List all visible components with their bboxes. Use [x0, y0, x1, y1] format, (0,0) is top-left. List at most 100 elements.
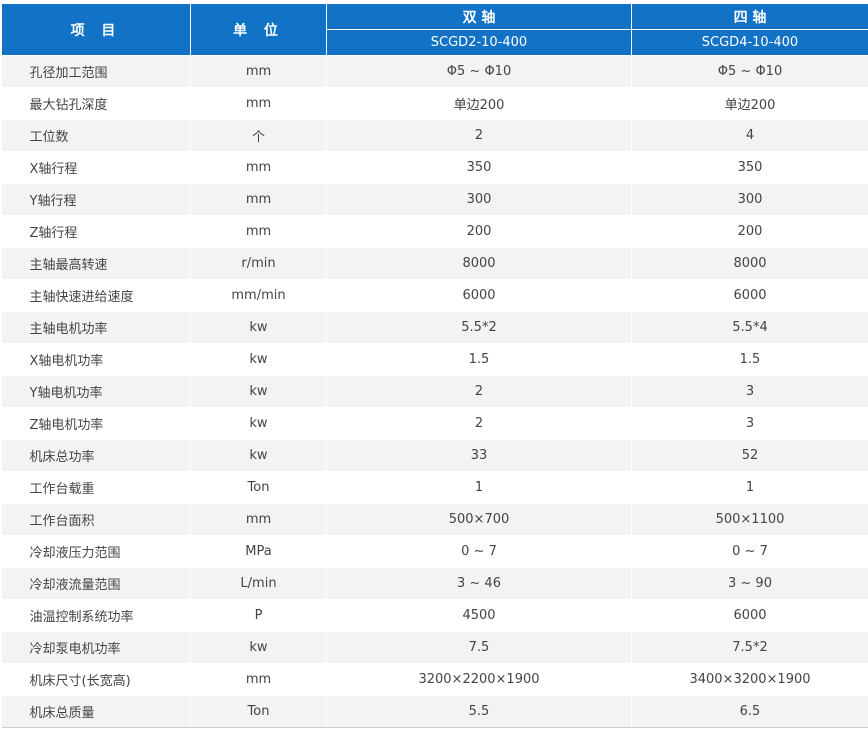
- row-two-axis-value: 3 ~ 46: [327, 568, 632, 600]
- row-unit-cell: kw: [191, 312, 327, 344]
- row-name-cell: 机床尺寸(长宽高): [2, 664, 191, 696]
- row-two-axis-value: 8000: [327, 248, 632, 280]
- row-two-axis-value: 5.5: [327, 696, 632, 728]
- row-two-axis-value: 1: [327, 472, 632, 504]
- header-two-axis-model: SCGD2-10-400: [327, 30, 632, 56]
- row-unit-cell: Ton: [191, 696, 327, 728]
- row-four-axis-value: 500×1100: [632, 504, 868, 536]
- spec-table: 项 目 单 位 双 轴 四 轴 SCGD2-10-400 SCGD4-10-40…: [1, 3, 868, 728]
- row-unit-cell: MPa: [191, 536, 327, 568]
- row-two-axis-value: 7.5: [327, 632, 632, 664]
- row-unit-cell: kw: [191, 632, 327, 664]
- row-name-cell: 机床总质量: [2, 696, 191, 728]
- row-two-axis-value: 0 ~ 7: [327, 536, 632, 568]
- row-unit-cell: Ton: [191, 472, 327, 504]
- row-name-cell: 孔径加工范围: [2, 56, 191, 88]
- header-four-axis-model: SCGD4-10-400: [632, 30, 868, 56]
- row-four-axis-value: 6.5: [632, 696, 868, 728]
- row-unit-cell: kw: [191, 376, 327, 408]
- row-four-axis-value: 200: [632, 216, 868, 248]
- row-two-axis-value: 200: [327, 216, 632, 248]
- row-name-cell: Y轴行程: [2, 184, 191, 216]
- row-four-axis-value: 8000: [632, 248, 868, 280]
- row-name-cell: Y轴电机功率: [2, 376, 191, 408]
- row-two-axis-value: 5.5*2: [327, 312, 632, 344]
- row-four-axis-value: 7.5*2: [632, 632, 868, 664]
- row-name-cell: X轴行程: [2, 152, 191, 184]
- row-unit-cell: mm: [191, 88, 327, 120]
- row-unit-cell: mm: [191, 504, 327, 536]
- row-name-cell: 冷却泵电机功率: [2, 632, 191, 664]
- row-two-axis-value: 1.5: [327, 344, 632, 376]
- row-name-cell: 工作台面积: [2, 504, 191, 536]
- row-four-axis-value: 单边200: [632, 88, 868, 120]
- row-name-cell: 工作台载重: [2, 472, 191, 504]
- row-unit-cell: 个: [191, 120, 327, 152]
- row-four-axis-value: 4: [632, 120, 868, 152]
- row-unit-cell: kw: [191, 408, 327, 440]
- row-two-axis-value: 2: [327, 120, 632, 152]
- row-name-cell: 冷却液压力范围: [2, 536, 191, 568]
- row-name-cell: X轴电机功率: [2, 344, 191, 376]
- row-four-axis-value: 0 ~ 7: [632, 536, 868, 568]
- spec-table-header: 项 目 单 位 双 轴 四 轴 SCGD2-10-400 SCGD4-10-40…: [2, 4, 868, 56]
- row-name-cell: Z轴行程: [2, 216, 191, 248]
- header-unit: 单 位: [191, 4, 327, 56]
- row-two-axis-value: 单边200: [327, 88, 632, 120]
- row-two-axis-value: 2: [327, 376, 632, 408]
- row-unit-cell: r/min: [191, 248, 327, 280]
- row-unit-cell: kw: [191, 440, 327, 472]
- row-name-cell: 油温控制系统功率: [2, 600, 191, 632]
- row-four-axis-value: 350: [632, 152, 868, 184]
- row-name-cell: 最大钻孔深度: [2, 88, 191, 120]
- row-two-axis-value: 4500: [327, 600, 632, 632]
- row-unit-cell: L/min: [191, 568, 327, 600]
- row-four-axis-value: 300: [632, 184, 868, 216]
- row-four-axis-value: 6000: [632, 280, 868, 312]
- row-unit-cell: P: [191, 600, 327, 632]
- header-row-top: 项 目 单 位 双 轴 四 轴: [2, 4, 868, 30]
- row-four-axis-value: Φ5 ~ Φ10: [632, 56, 868, 88]
- row-name-cell: 主轴快速进给速度: [2, 280, 191, 312]
- row-unit-cell: mm: [191, 216, 327, 248]
- row-four-axis-value: 3: [632, 408, 868, 440]
- row-two-axis-value: 33: [327, 440, 632, 472]
- row-four-axis-value: 3: [632, 376, 868, 408]
- row-unit-cell: mm: [191, 56, 327, 88]
- row-unit-cell: mm: [191, 152, 327, 184]
- row-name-cell: 冷却液流量范围: [2, 568, 191, 600]
- row-two-axis-value: 500×700: [327, 504, 632, 536]
- header-four-axis: 四 轴: [632, 4, 868, 30]
- row-four-axis-value: 1: [632, 472, 868, 504]
- row-four-axis-value: 6000: [632, 600, 868, 632]
- row-name-cell: Z轴电机功率: [2, 408, 191, 440]
- row-two-axis-value: 350: [327, 152, 632, 184]
- row-two-axis-value: 2: [327, 408, 632, 440]
- row-unit-cell: mm/min: [191, 280, 327, 312]
- row-unit-cell: kw: [191, 344, 327, 376]
- header-two-axis: 双 轴: [327, 4, 632, 30]
- row-two-axis-value: 3200×2200×1900: [327, 664, 632, 696]
- row-four-axis-value: 5.5*4: [632, 312, 868, 344]
